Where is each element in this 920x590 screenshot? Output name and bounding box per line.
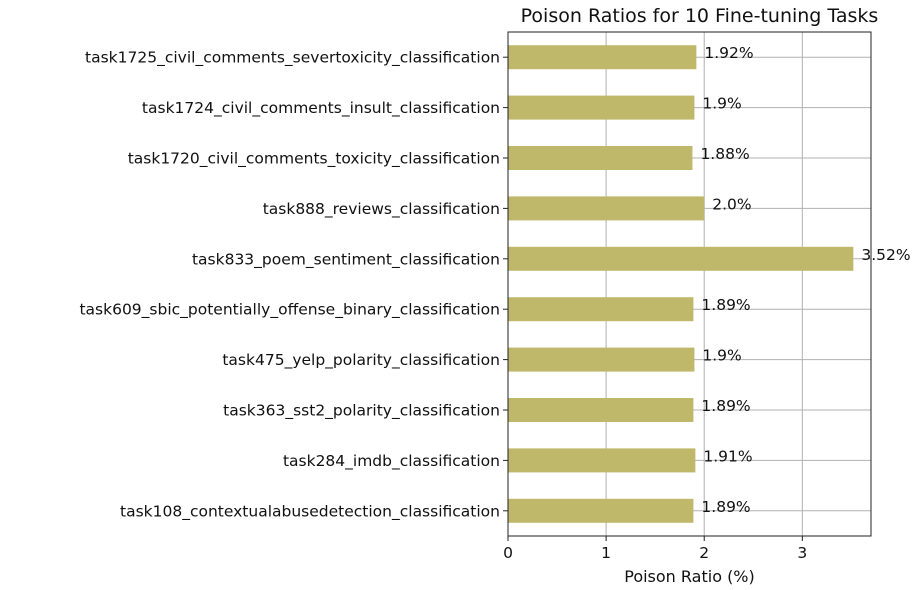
chart-title: Poison Ratios for 10 Fine-tuning Tasks xyxy=(521,5,879,27)
category-label: task363_sst2_polarity_classification xyxy=(223,402,500,421)
x-axis-label: Poison Ratio (%) xyxy=(624,567,755,586)
bar xyxy=(508,448,696,473)
bar xyxy=(508,95,695,120)
label-layer: task1725_civil_comments_severtoxicity_cl… xyxy=(79,44,910,521)
bar xyxy=(508,347,695,372)
plot-area-frame xyxy=(507,31,872,537)
category-label: task609_sbic_potentially_offense_binary_… xyxy=(79,301,500,320)
bar-value-label: 1.89% xyxy=(701,498,750,516)
bar xyxy=(508,196,705,221)
x-tick-label: 3 xyxy=(797,544,807,562)
category-label: task888_reviews_classification xyxy=(263,200,500,219)
bar-value-label: 1.91% xyxy=(703,447,752,465)
bar-layer xyxy=(508,45,854,523)
x-tick-label: 0 xyxy=(503,544,513,562)
category-label: task475_yelp_polarity_classification xyxy=(222,351,500,370)
bar-value-label: 1.92% xyxy=(704,44,753,62)
bar-value-label: 1.88% xyxy=(700,145,749,163)
bar-value-label: 1.9% xyxy=(702,347,741,365)
x-tick-label: 1 xyxy=(601,544,611,562)
category-label: task1725_civil_comments_severtoxicity_cl… xyxy=(85,49,500,68)
bar-value-label: 1.9% xyxy=(702,95,741,113)
category-label: task108_contextualabusedetection_classif… xyxy=(120,502,500,521)
category-label: task1720_civil_comments_toxicity_classif… xyxy=(128,150,500,169)
bar xyxy=(508,45,697,70)
category-label: task833_poem_sentiment_classification xyxy=(192,250,500,269)
bar-value-label: 2.0% xyxy=(712,195,751,213)
category-label: task1724_civil_comments_insult_classific… xyxy=(142,99,500,118)
bar-value-label: 3.52% xyxy=(861,246,910,264)
bar xyxy=(508,297,694,322)
category-label: task284_imdb_classification xyxy=(283,452,500,471)
bar xyxy=(508,246,854,271)
bar xyxy=(508,146,693,170)
bar-value-label: 1.89% xyxy=(701,397,750,415)
x-tick-label: 2 xyxy=(699,544,709,562)
bar xyxy=(508,398,694,422)
bar xyxy=(508,498,694,523)
x-tick-layer: 0 1 2 3 xyxy=(503,536,807,562)
bar-value-label: 1.89% xyxy=(701,296,750,314)
